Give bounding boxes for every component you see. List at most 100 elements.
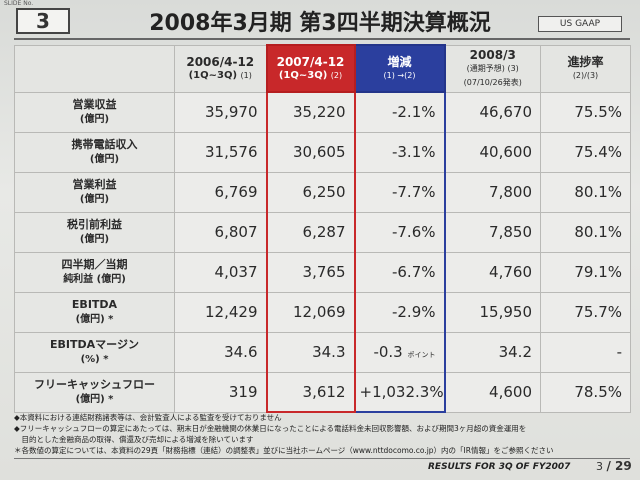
page-total: / 29	[606, 459, 632, 473]
cell-prev: 6,769	[174, 171, 267, 213]
row-label: 四半期／当期 純利益 (億円)	[14, 251, 175, 293]
cell-prev: 6,807	[174, 211, 267, 253]
footnotes: ◆本資料における連結財務諸表等は、会計監査人による監査を受けておりません ◆フリ…	[14, 412, 630, 456]
row-label-line2: (億円) *	[75, 314, 114, 325]
row-label-line1: 携帯電話収入	[71, 138, 138, 151]
row-label-line1: 税引前利益	[67, 218, 122, 231]
row-label-line1: EBITDA	[71, 298, 118, 311]
footer-caption: RESULTS FOR 3Q OF FY2007	[428, 462, 571, 472]
cell-current: 6,287	[265, 211, 356, 253]
title-divider	[14, 38, 630, 40]
row-label-line2: (億円)	[79, 114, 110, 125]
cell-change: -2.9%	[354, 291, 446, 333]
footnote: 目的とした金融商品の取得、償還及び売却による増減を除いています	[14, 435, 254, 444]
header-blank	[14, 44, 175, 93]
cell-change: -7.6%	[354, 211, 446, 253]
cell-forecast: 7,800	[444, 171, 541, 213]
slide-no-label: SLIDE No.	[4, 0, 34, 7]
financial-table: 2006/4-12 (1Q~3Q) (1) 2007/4-12 (1Q~3Q) …	[14, 44, 631, 413]
cell-current: 3,765	[265, 251, 356, 293]
table-row: EBITDA (億円) * 12,429 12,069 -2.9% 15,950 …	[14, 291, 631, 333]
cell-change-value: -0.3	[373, 343, 403, 361]
header-col-forecast-line2: (通期予想)	[466, 63, 505, 73]
row-label-line1: EBITDAマージン	[50, 338, 139, 351]
row-label: EBITDA (億円) *	[14, 291, 175, 333]
header-col-current-line1: 2007/4-12	[276, 54, 345, 69]
footer-divider	[14, 458, 630, 459]
row-label-line2: (%) *	[80, 354, 109, 365]
cell-change: -7.7%	[354, 171, 446, 213]
cell-progress: 75.5%	[540, 91, 631, 133]
table-row: 営業収益 (億円) 35,970 35,220 -2.1% 46,670 75.5…	[14, 91, 631, 133]
cell-current: 34.3	[265, 331, 356, 373]
cell-forecast: 4,600	[444, 371, 541, 413]
cell-change-unit: ポイント	[407, 351, 436, 359]
table-row: 携帯電話収入 (億円) 31,576 30,605 -3.1% 40,600 75…	[14, 131, 631, 173]
cell-current: 30,605	[265, 131, 356, 173]
header-col-change-line1: 増減	[387, 54, 412, 69]
row-label-line2: (億円) *	[75, 394, 114, 405]
row-label-line2: 純利益 (億円)	[63, 274, 126, 285]
header-col-prev: 2006/4-12 (1Q~3Q) (1)	[174, 44, 267, 93]
row-label: 営業利益 (億円)	[14, 171, 175, 213]
table-row: EBITDAマージン (%) * 34.6 34.3 -0.3 ポイント 34.2…	[14, 331, 631, 373]
cell-prev: 4,037	[174, 251, 267, 293]
row-label: EBITDAマージン (%) *	[14, 331, 175, 373]
cell-change: -3.1%	[354, 131, 446, 173]
cell-change: -0.3 ポイント	[354, 331, 446, 373]
cell-prev: 319	[174, 371, 267, 413]
cell-progress: 75.4%	[540, 131, 631, 173]
table-row: 税引前利益 (億円) 6,807 6,287 -7.6% 7,850 80.1%	[14, 211, 631, 253]
cell-forecast: 34.2	[444, 331, 541, 373]
header-col-current-line2: (1Q~3Q)	[278, 69, 328, 81]
header-col-forecast-line1: 2008/3	[469, 47, 516, 62]
cell-progress: 75.7%	[540, 291, 631, 333]
row-label: 営業収益 (億円)	[14, 91, 175, 133]
cell-prev: 31,576	[174, 131, 267, 173]
row-label-line2: (億円)	[89, 154, 120, 165]
header-col-current-tag: (2)	[330, 70, 343, 80]
page-current: 3	[596, 460, 603, 473]
header-col-change: 増減 (1) →(2)	[353, 44, 446, 93]
cell-current: 35,220	[265, 91, 356, 133]
row-label-line2: (億円)	[79, 194, 110, 205]
gaap-badge: US GAAP	[538, 16, 622, 32]
cell-progress: 79.1%	[540, 251, 631, 293]
row-label-line1: 四半期／当期	[61, 258, 128, 271]
cell-progress: -	[540, 331, 631, 373]
header-col-forecast-tag: (3)	[507, 63, 519, 73]
header-col-progress: 進捗率 (2)/(3)	[540, 44, 631, 93]
cell-prev: 34.6	[174, 331, 267, 373]
cell-progress: 80.1%	[540, 211, 631, 253]
section-number: 3	[16, 8, 70, 34]
header-col-current: 2007/4-12 (1Q~3Q) (2)	[265, 44, 356, 93]
table-row: 四半期／当期 純利益 (億円) 4,037 3,765 -6.7% 4,760 7…	[14, 251, 631, 293]
cell-change: -2.1%	[354, 91, 446, 133]
header-col-forecast: 2008/3 (通期予想) (3) (07/10/26発表)	[444, 44, 541, 93]
row-label-line1: 営業利益	[72, 178, 117, 191]
footnote: ◆本資料における連結財務諸表等は、会計監査人による監査を受けておりません	[14, 413, 282, 422]
header-col-forecast-line3: (07/10/26発表)	[463, 77, 522, 87]
cell-current: 3,612	[265, 371, 356, 413]
cell-forecast: 7,850	[444, 211, 541, 253]
header-col-progress-line1: 進捗率	[567, 54, 604, 69]
header-col-prev-line1: 2006/4-12	[186, 54, 255, 69]
header-col-change-line2: (1) →(2)	[383, 70, 416, 80]
cell-forecast: 15,950	[444, 291, 541, 333]
row-label: フリーキャッシュフロー (億円) *	[14, 371, 175, 413]
cell-current: 12,069	[265, 291, 356, 333]
cell-forecast: 4,760	[444, 251, 541, 293]
row-label: 税引前利益 (億円)	[14, 211, 175, 253]
row-label-line2: (億円)	[79, 234, 110, 245]
row-label-line1: フリーキャッシュフロー	[34, 378, 155, 391]
page-title: 2008年3月期 第3四半期決算概況	[149, 11, 491, 36]
page-indicator: 3 / 29	[596, 459, 632, 473]
cell-prev: 12,429	[174, 291, 267, 333]
header-col-progress-line2: (2)/(3)	[572, 70, 599, 80]
row-label-line1: 営業収益	[72, 98, 117, 111]
footnote: ◆フリーキャッシュフローの算定にあたっては、期末日が金融機関の休業日になったこと…	[14, 424, 527, 433]
table-row: 営業利益 (億円) 6,769 6,250 -7.7% 7,800 80.1%	[14, 171, 631, 213]
table-header-row: 2006/4-12 (1Q~3Q) (1) 2007/4-12 (1Q~3Q) …	[14, 44, 631, 93]
header-col-prev-tag: (1)	[240, 70, 252, 80]
